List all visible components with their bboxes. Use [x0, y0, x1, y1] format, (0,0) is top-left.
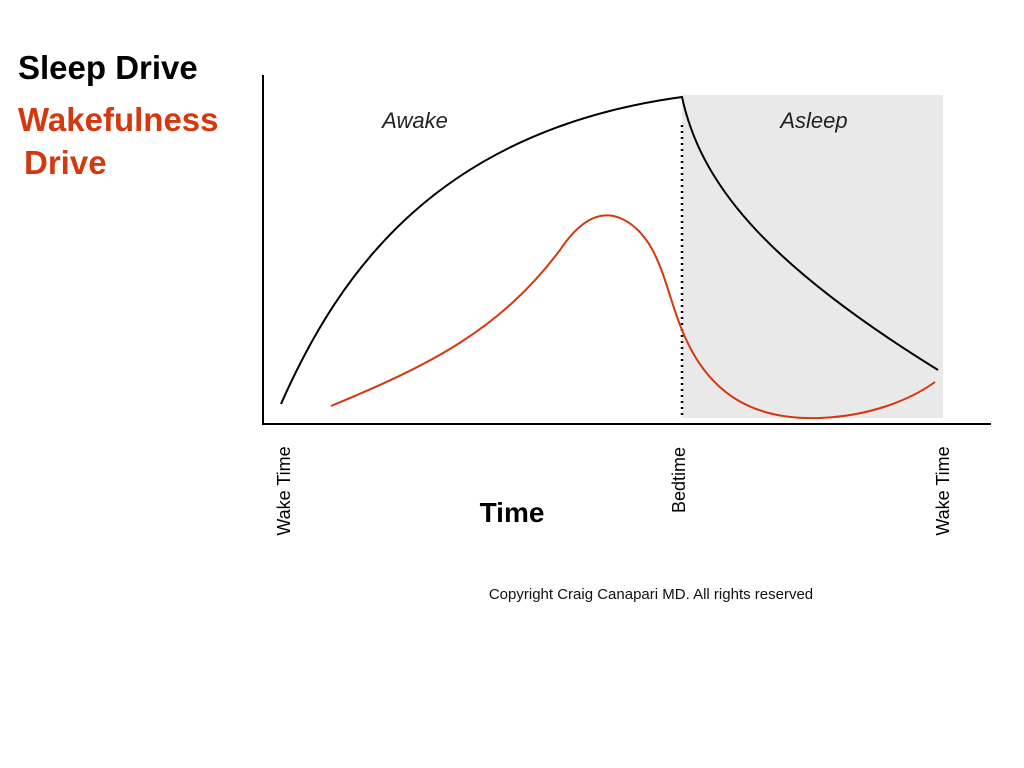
wakefulness-drive-label: Drive [24, 144, 107, 181]
x-axis-title: Time [480, 497, 545, 528]
wakefulness-drive-curve [330, 214, 936, 420]
x-label: Wake Time [274, 446, 294, 535]
copyright: Copyright Craig Canapari MD. All rights … [489, 586, 813, 603]
x-label: Bedtime [669, 447, 689, 513]
sleep-drive-curve [280, 95, 939, 405]
x-label: Wake Time [933, 446, 953, 535]
asleep-label: Asleep [778, 108, 847, 133]
asleep-region [682, 95, 943, 418]
sleep-drive-label: Sleep Drive [18, 49, 198, 86]
wakefulness-drive-label: Wakefulness [18, 101, 219, 138]
awake-label: Awake [380, 108, 448, 133]
